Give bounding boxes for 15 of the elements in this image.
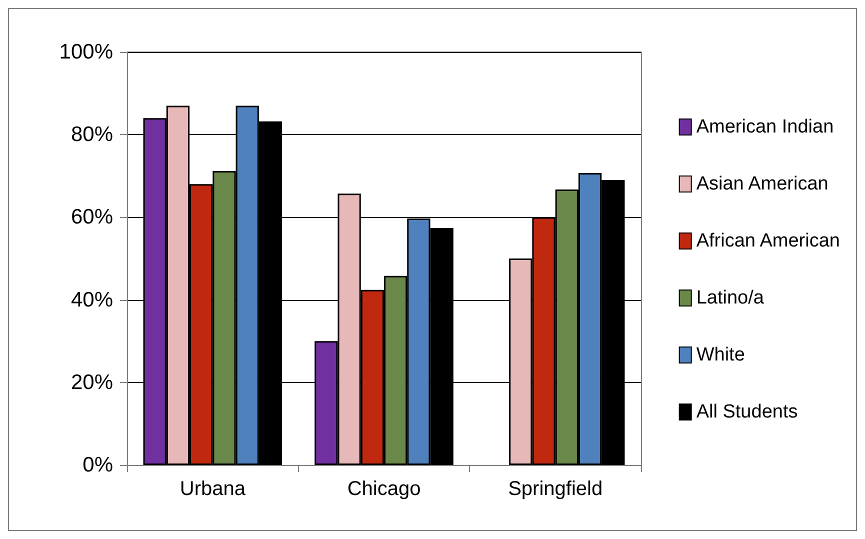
legend-label: African American — [696, 230, 840, 252]
legend-label: Asian American — [696, 174, 828, 194]
y-tick-label: 0% — [82, 454, 113, 476]
x-tick-label: Urbana — [180, 478, 246, 500]
x-tick-label: Springfield — [508, 478, 603, 500]
legend-label: White — [696, 344, 745, 366]
legend-label: All Students — [696, 402, 798, 422]
x-tick-label: Chicago — [347, 478, 421, 500]
legend-label: American Indian — [696, 116, 834, 138]
y-tick-label: 100% — [59, 40, 113, 64]
y-tick-label: 60% — [70, 206, 113, 229]
y-tick-label: 40% — [70, 288, 113, 312]
y-tick-label: 20% — [70, 370, 113, 394]
legend-label: Latino/a — [696, 288, 764, 308]
y-tick-label: 80% — [70, 123, 113, 146]
